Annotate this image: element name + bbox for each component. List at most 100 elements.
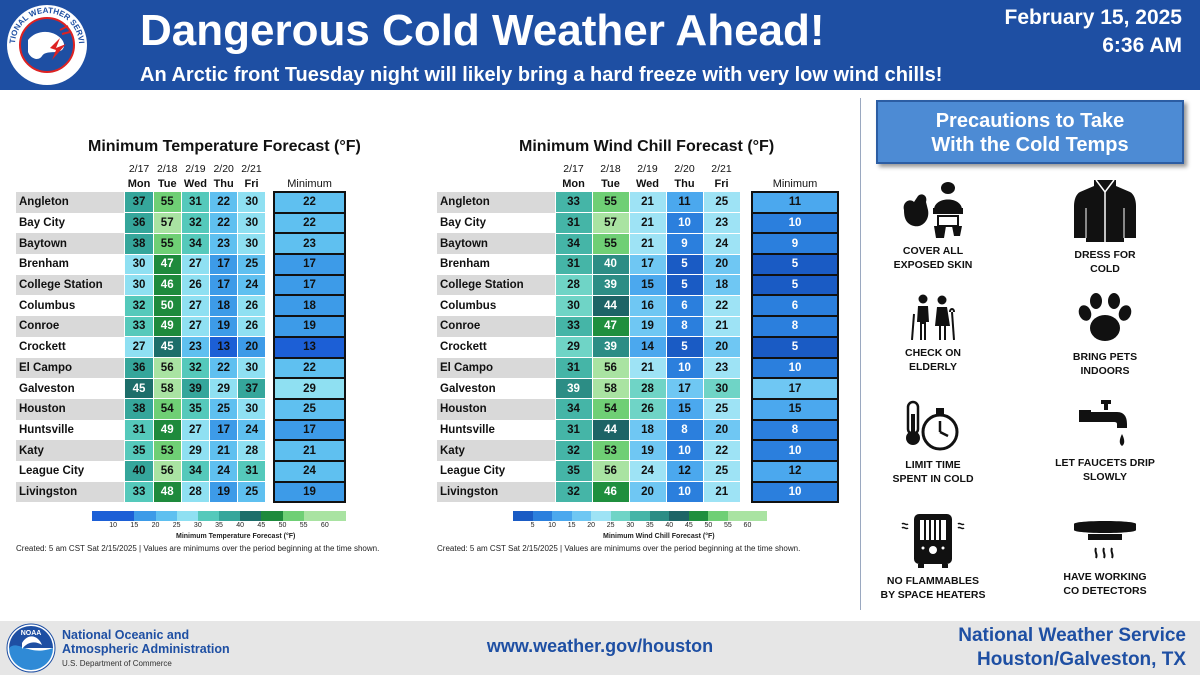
minimum-cell: 8	[751, 418, 839, 442]
cell-gap	[265, 316, 275, 337]
cell-gap	[265, 233, 275, 255]
forecast-cell: 30	[237, 212, 266, 234]
column-day: Fri	[714, 178, 729, 190]
tip-elderly-line2: ELDERLY	[908, 361, 958, 373]
city-name: Baytown	[16, 233, 125, 255]
precautions-header: Precautions to Take With the Cold Temps	[876, 100, 1184, 164]
column-day: Thu	[213, 178, 234, 190]
cell-gap	[265, 440, 275, 461]
forecast-cell: 58	[591, 378, 629, 400]
forecast-cell: 34	[180, 460, 210, 483]
tip-check-elderly: CHECK ON ELDERLY	[858, 294, 1008, 374]
forecast-cell: 34	[554, 398, 592, 421]
forecast-cell: 24	[628, 460, 666, 483]
cell-gap	[740, 357, 752, 379]
column-date: 2/17	[128, 163, 150, 175]
city-name: Livingston	[437, 481, 555, 503]
header-spacer	[740, 177, 752, 192]
table-row: Houston 34 54 26 15 25 15	[437, 397, 839, 421]
forecast-cell: 30	[124, 254, 154, 276]
city-name: Brenham	[16, 254, 125, 275]
temperature-colorbar-label: Minimum Temperature Forecast (°F)	[176, 533, 296, 540]
cell-gap	[740, 295, 752, 317]
forecast-cell: 55	[152, 192, 182, 214]
forecast-cell: 10	[665, 481, 703, 503]
tip-limit-time-label: LIMIT TIME SPENT IN COLD	[858, 458, 1008, 486]
city-name: League City	[437, 460, 555, 482]
forecast-cell: 5	[665, 336, 703, 358]
noaa-logo-text: NOAA	[21, 630, 42, 637]
city-name: El Campo	[437, 357, 555, 379]
city-name: Baytown	[437, 233, 555, 255]
city-name: Bay City	[16, 212, 125, 234]
forecast-cell: 10	[665, 357, 703, 379]
forecast-cell: 23	[209, 233, 238, 255]
minimum-cell: 17	[273, 418, 346, 442]
forecast-cell: 47	[152, 254, 182, 276]
tip-dress-line1: DRESS FOR	[1074, 249, 1136, 261]
minimum-cell: 10	[751, 211, 839, 235]
website-url[interactable]: www.weather.gov/houston	[486, 636, 714, 656]
colorbar-segment	[649, 511, 670, 521]
cell-gap	[740, 212, 752, 234]
forecast-cell: 32	[180, 212, 210, 234]
forecast-cell: 28	[237, 440, 266, 462]
precautions-title-line1: Precautions to Take	[935, 110, 1125, 132]
cell-gap	[740, 336, 752, 358]
forecast-cell: 24	[237, 419, 266, 441]
minimum-cell: 5	[751, 273, 839, 297]
forecast-cell: 46	[591, 481, 629, 503]
cell-gap	[265, 274, 275, 296]
tip-dress-label: DRESS FOR COLD	[1030, 248, 1180, 276]
forecast-cell: 30	[554, 295, 592, 317]
column-date: 2/21	[241, 163, 262, 175]
colorbar-tick: 35	[215, 522, 223, 529]
forecast-cell: 44	[591, 419, 629, 441]
cell-gap	[740, 419, 752, 441]
forecast-cell: 26	[237, 316, 266, 338]
forecast-cell: 17	[209, 274, 238, 296]
colorbar-tick: 20	[151, 522, 160, 529]
forecast-cell: 56	[591, 460, 629, 483]
tip-dress-for-cold: DRESS FOR COLD	[1030, 178, 1180, 276]
co-detector-icon	[1074, 521, 1136, 559]
forecast-cell: 25	[702, 398, 740, 421]
windchill-colorbar	[513, 511, 768, 521]
forecast-cell: 13	[209, 336, 238, 358]
colorbar-segment	[552, 511, 573, 521]
cell-gap	[265, 192, 275, 213]
forecast-cell: 28	[180, 481, 210, 503]
forecast-cell: 56	[591, 357, 629, 379]
column-day: Thu	[674, 178, 695, 190]
forecast-cell: 20	[702, 336, 740, 358]
column-date: 2/20	[674, 163, 695, 175]
noaa-name-line2: Atmospheric Administration	[62, 642, 230, 656]
minimum-cell: 29	[273, 377, 346, 400]
forecast-cell: 33	[554, 316, 592, 338]
forecast-cell: 31	[554, 254, 592, 276]
tip-co-line1: HAVE WORKING	[1063, 571, 1147, 583]
column-day: Mon	[562, 178, 585, 190]
column-day: Mon	[127, 178, 151, 190]
tip-elderly-label: CHECK ON ELDERLY	[858, 346, 1008, 374]
colorbar-segment	[134, 511, 156, 521]
colorbar-segment	[727, 511, 748, 521]
minimum-cell: 22	[273, 356, 346, 380]
colorbar-segment	[240, 511, 262, 521]
table-row: League City 40 56 34 24 31 24	[16, 459, 346, 483]
forecast-cell: 5	[665, 274, 703, 296]
tip-pets-label: BRING PETS INDOORS	[1030, 350, 1180, 378]
forecast-cell: 29	[209, 378, 238, 400]
forecast-cell: 28	[628, 378, 666, 400]
tip-cover-skin-line2: EXPOSED SKIN	[893, 259, 973, 271]
temperature-colorbar	[92, 511, 347, 521]
tip-limit-time-line2: SPENT IN COLD	[892, 473, 974, 485]
forecast-cell: 19	[209, 316, 238, 338]
column-date: 2/18	[600, 163, 621, 175]
minimum-cell: 24	[273, 459, 346, 483]
forecast-cell: 45	[152, 336, 182, 358]
forecast-cell: 25	[209, 398, 238, 421]
forecast-cell: 40	[124, 460, 154, 483]
column-date: 2/19	[637, 163, 658, 175]
forecast-cell: 28	[554, 274, 592, 296]
